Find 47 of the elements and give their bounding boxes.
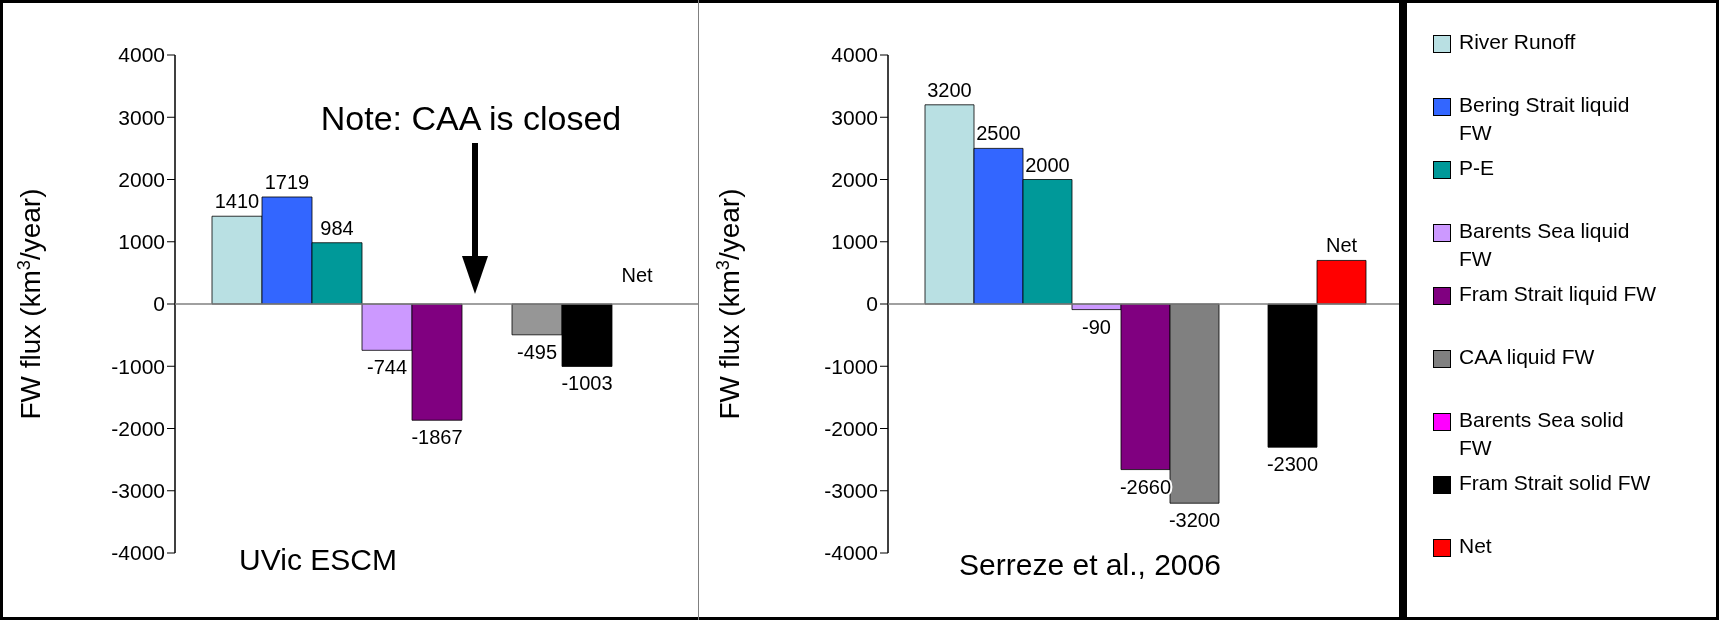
data-label: Net (1325, 234, 1358, 257)
y-tick-label: 4000 (831, 43, 878, 67)
data-label: 3200 (927, 78, 972, 101)
y-tick-label: 2000 (831, 167, 878, 191)
annotation: UVic ESCM (239, 543, 397, 576)
data-label: -495 (516, 340, 558, 363)
annotation: Note: CAA is closed (320, 99, 622, 137)
y-tick-label: -1000 (824, 354, 878, 378)
bar (1316, 260, 1367, 305)
data-label: -90 (1082, 315, 1111, 338)
data-label: -2300 (1266, 453, 1319, 476)
y-tick-label: 2000 (118, 167, 165, 191)
y-tick-label: 3000 (831, 105, 878, 129)
y-tick-label: -3000 (824, 479, 878, 503)
data-label: 1410 (214, 190, 260, 213)
y-tick-label: 1000 (831, 230, 878, 254)
data-label: -3200 (1168, 509, 1221, 532)
y-tick-label: 0 (866, 292, 878, 316)
data-label: 2500 (976, 122, 1021, 145)
y-tick-label: -1000 (111, 354, 165, 378)
y-tick-label: -4000 (824, 541, 878, 565)
y-tick-label: -2000 (824, 416, 878, 440)
legend-label: Fram Strait solid FW (1459, 470, 1652, 496)
legend-label: Fram Strait liquid FW (1459, 281, 1658, 307)
data-label: -744 (366, 356, 408, 379)
y-tick-label: 1000 (118, 230, 165, 254)
legend-label: CAA liquid FW (1459, 344, 1596, 370)
text: Net (621, 264, 653, 286)
legend-label: Barents Sea liquid FW (1459, 218, 1631, 272)
data-label: -1003 (561, 372, 613, 395)
legend-label: P-E (1459, 155, 1495, 181)
y-tick-label: 3000 (118, 105, 165, 129)
y-tick-label: 4000 (118, 43, 165, 67)
legend-label: Barents Sea solid FW (1459, 407, 1625, 461)
y-tick-label: 0 (153, 292, 165, 316)
legend-label: Bering Strait liquid FW (1459, 92, 1631, 146)
y-tick-label: -4000 (111, 541, 165, 565)
bar (1267, 303, 1318, 448)
y-tick-label: -2000 (111, 416, 165, 440)
annotation: Serreze et al., 2006 (959, 548, 1221, 581)
data-label: -1867 (411, 426, 463, 449)
legend-label: Net (1459, 533, 1493, 559)
data-label: 2000 (1025, 153, 1070, 176)
y-tick-label: -3000 (111, 479, 165, 503)
legend-label: River Runoff (1459, 29, 1577, 55)
data-label: 984 (320, 216, 354, 239)
data-label: 1719 (264, 170, 310, 193)
